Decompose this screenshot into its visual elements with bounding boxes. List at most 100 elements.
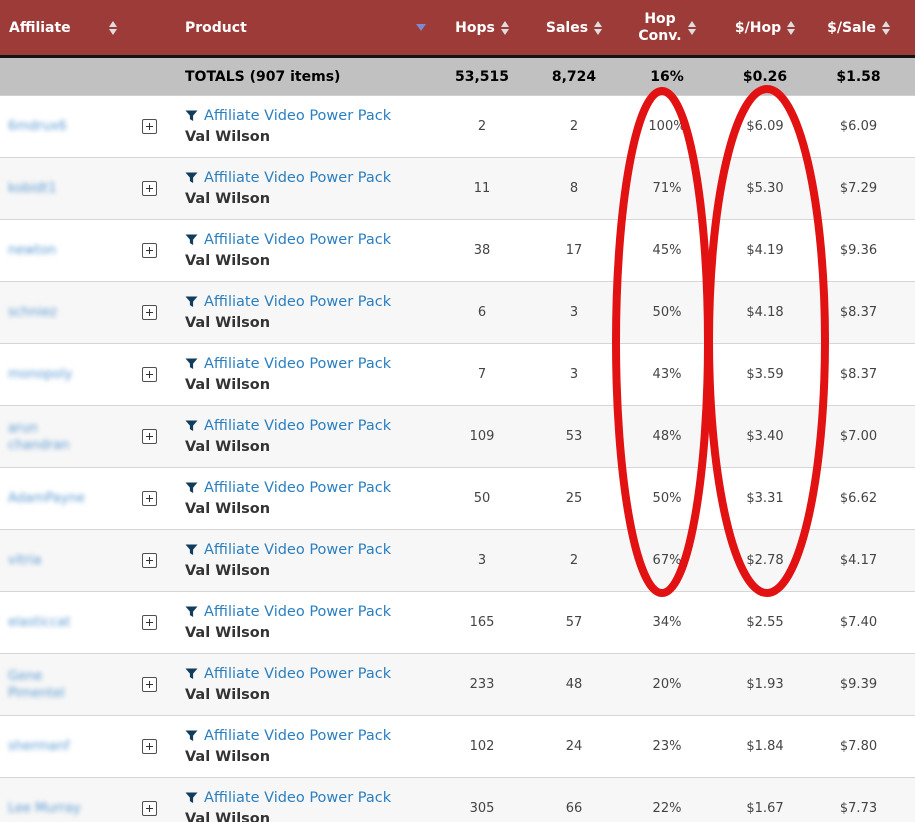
product-link[interactable]: Affiliate Video Power Pack [204,417,392,434]
product-cell: Affiliate Video Power Pack Val Wilson [178,716,438,777]
product-link[interactable]: Affiliate Video Power Pack [204,541,392,558]
sales-value: 48 [565,677,583,692]
header-affiliate[interactable]: Affiliate [0,0,120,55]
expand-icon[interactable] [141,181,157,196]
expand-icon[interactable] [141,119,157,134]
expand-icon[interactable] [141,615,157,630]
filter-funnel-icon [185,606,198,617]
expand-cell [120,468,178,529]
product-cell: Affiliate Video Power Pack Val Wilson [178,96,438,157]
affiliate-cell: schniez [0,282,120,343]
affiliate-link[interactable]: arun chandran [8,420,70,453]
product-cell: Affiliate Video Power Pack Val Wilson [178,406,438,467]
totals-hops: 53,515 [454,68,510,85]
product-link[interactable]: Affiliate Video Power Pack [204,293,392,310]
header-expand-spacer [120,0,178,55]
product-link[interactable]: Affiliate Video Power Pack [204,727,392,744]
sort-updown-icon[interactable] [881,20,890,35]
filter-funnel-icon [185,420,198,431]
affiliate-link[interactable]: Lee Murray [8,801,81,816]
header-per-hop[interactable]: $/Hop [712,0,818,55]
affiliate-link[interactable]: newton [8,243,57,258]
affiliate-cell: kobidt1 [0,158,120,219]
hop-conv-value: 43% [652,367,682,382]
expand-icon[interactable] [141,677,157,692]
header-per-sale[interactable]: $/Sale [818,0,915,55]
expand-icon[interactable] [141,553,157,568]
table-row: 6mdrux6 Affiliate Video Power Pack Val W… [0,95,915,157]
hop-conv-value: 22% [652,801,682,816]
product-link[interactable]: Affiliate Video Power Pack [204,107,392,124]
expand-cell [120,592,178,653]
expand-icon[interactable] [141,429,157,444]
per-hop-value: $1.93 [746,677,784,692]
product-link[interactable]: Affiliate Video Power Pack [204,169,392,186]
affiliate-link[interactable]: Gene Pimentel [8,668,65,701]
header-per-sale-label: $/Sale [827,19,876,36]
product-link[interactable]: Affiliate Video Power Pack [204,355,392,372]
affiliate-link[interactable]: kobidt1 [8,181,57,196]
hop-conv-value: 50% [652,491,682,506]
vendor-name: Val Wilson [185,438,271,455]
affiliate-link[interactable]: monopoly [8,367,73,382]
product-link[interactable]: Affiliate Video Power Pack [204,479,392,496]
sales-value: 2 [569,553,579,568]
product-link[interactable]: Affiliate Video Power Pack [204,665,392,682]
product-cell: Affiliate Video Power Pack Val Wilson [178,282,438,343]
affiliate-link[interactable]: AdamPayne [8,491,85,506]
expand-icon[interactable] [141,739,157,754]
affiliate-cell: vitria [0,530,120,591]
filter-funnel-icon [185,730,198,741]
expand-cell [120,716,178,777]
totals-row: TOTALS (907 items) 53,515 8,724 16% $0.2… [0,58,915,95]
header-hops[interactable]: Hops [438,0,526,55]
totals-label: TOTALS (907 items) [185,68,341,85]
per-sale-value: $7.80 [839,739,878,754]
expand-icon[interactable] [141,243,157,258]
product-link[interactable]: Affiliate Video Power Pack [204,603,392,620]
sort-updown-icon[interactable] [109,20,117,35]
header-hop-conv[interactable]: Hop Conv. [622,0,712,55]
expand-icon[interactable] [141,367,157,382]
per-sale-value: $7.73 [839,801,878,816]
expand-icon[interactable] [141,491,157,506]
per-sale-value: $9.36 [839,243,878,258]
header-product[interactable]: Product [178,0,438,55]
sales-value: 24 [565,739,583,754]
table-header-row: Affiliate Product Hops Sales Hop Conv. $… [0,0,915,58]
affiliate-link[interactable]: 6mdrux6 [8,119,67,134]
expand-icon[interactable] [141,801,157,816]
product-cell: Affiliate Video Power Pack Val Wilson [178,158,438,219]
product-cell: Affiliate Video Power Pack Val Wilson [178,344,438,405]
per-sale-value: $8.37 [839,367,878,382]
per-hop-value: $3.31 [746,491,784,506]
hops-value: 2 [477,119,487,134]
vendor-name: Val Wilson [185,252,271,269]
affiliate-link[interactable]: elasticcat [8,615,71,630]
sort-updown-icon[interactable] [687,20,696,35]
affiliate-link[interactable]: schniez [8,305,57,320]
expand-icon[interactable] [141,305,157,320]
product-link[interactable]: Affiliate Video Power Pack [204,231,392,248]
hop-conv-value: 48% [652,429,682,444]
product-link[interactable]: Affiliate Video Power Pack [204,789,392,806]
totals-sales: 8,724 [551,68,597,85]
affiliate-cell: arun chandran [0,406,120,467]
hop-conv-value: 67% [652,553,682,568]
hops-value: 165 [469,615,495,630]
header-sales[interactable]: Sales [526,0,622,55]
sort-descending-icon[interactable] [416,24,426,31]
expand-cell [120,530,178,591]
affiliate-link[interactable]: vitria [8,553,42,568]
totals-expand-spacer [120,58,178,95]
affiliate-link[interactable]: shermanf [8,739,70,754]
sort-updown-icon[interactable] [787,20,796,35]
sales-value: 57 [565,615,583,630]
sort-updown-icon[interactable] [594,20,603,35]
sort-updown-icon[interactable] [500,20,509,35]
vendor-name: Val Wilson [185,686,271,703]
sales-value: 8 [569,181,579,196]
hops-value: 3 [477,553,487,568]
hops-value: 109 [469,429,495,444]
sales-value: 53 [565,429,583,444]
